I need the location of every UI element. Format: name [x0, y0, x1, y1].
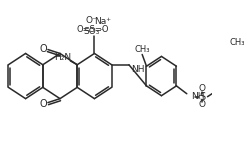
Text: O: O: [199, 84, 206, 93]
Text: Na⁺: Na⁺: [95, 17, 112, 26]
Text: NH: NH: [132, 65, 145, 74]
Text: O: O: [40, 99, 47, 109]
Text: O: O: [40, 44, 47, 54]
Text: CH₃: CH₃: [230, 38, 244, 47]
Text: CH₃: CH₃: [134, 45, 150, 54]
Text: H₂N: H₂N: [54, 53, 71, 62]
Text: O: O: [199, 100, 206, 109]
Text: SO₃⁻: SO₃⁻: [84, 27, 105, 36]
Text: O⁻: O⁻: [86, 15, 98, 24]
Text: NH: NH: [191, 92, 205, 101]
Text: S: S: [199, 92, 205, 102]
Text: O=S=O: O=S=O: [76, 25, 109, 34]
